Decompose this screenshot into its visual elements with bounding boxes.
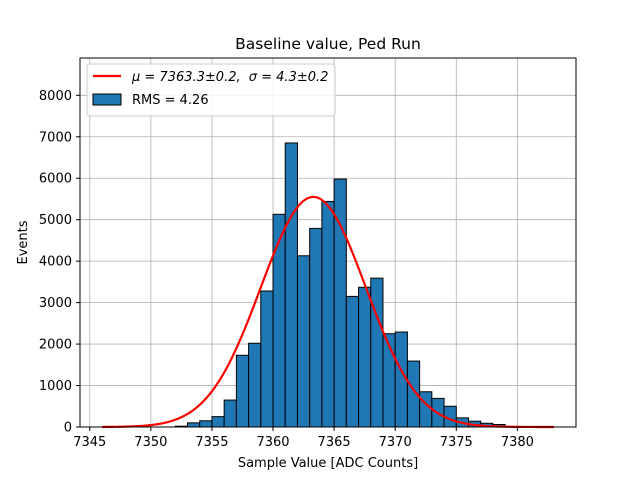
chart-title: Baseline value, Ped Run — [235, 35, 421, 53]
histogram-bar — [345, 295, 360, 428]
histogram-bar — [199, 420, 213, 428]
histogram-bar — [248, 342, 262, 428]
y-tick-label: 8000 — [39, 89, 72, 104]
legend-fit-sigma: σ = 4.3±0.2 — [249, 70, 329, 85]
x-tick-label: 7375 — [440, 435, 473, 450]
histogram-bar — [358, 286, 372, 428]
x-tick-label: 7365 — [318, 435, 351, 450]
histogram-bar — [321, 200, 335, 428]
x-tick-label: 7370 — [379, 435, 412, 450]
legend-box — [86, 63, 336, 117]
y-tick-label: 2000 — [39, 338, 72, 353]
y-axis-label: Events — [16, 220, 31, 264]
histogram-bar — [309, 227, 323, 428]
plot-frame — [79, 57, 577, 428]
legend-fit-mu: μ = 7363.3±0.2, — [131, 70, 241, 85]
histogram-bar — [284, 142, 298, 428]
x-tick-label: 7345 — [73, 435, 106, 450]
x-tick-label: 7355 — [195, 435, 228, 450]
x-tick-label: 7350 — [134, 435, 167, 450]
x-tick-label: 7360 — [256, 435, 289, 450]
y-tick-label: 7000 — [39, 130, 72, 145]
x-axis-label: Sample Value [ADC Counts] — [238, 456, 418, 471]
histogram-bar — [187, 422, 201, 428]
y-tick-label: 0 — [64, 421, 72, 436]
legend: μ = 7363.3±0.2, σ = 4.3±0.2 RMS = 4.26 — [86, 63, 336, 117]
y-tick-label: 5000 — [39, 213, 72, 228]
x-tick-label: 7380 — [501, 435, 534, 450]
legend-fit-label: μ = 7363.3±0.2, σ = 4.3±0.2 — [131, 70, 328, 85]
histogram-bar — [419, 391, 433, 428]
histogram-bar — [211, 416, 225, 428]
histogram-bar — [272, 213, 286, 428]
histogram-bar — [260, 290, 274, 428]
y-tick-label: 3000 — [39, 296, 72, 311]
y-axis-ticks: 0 1000 2000 3000 4000 5000 6000 7000 8000 — [39, 89, 80, 436]
histogram-bar — [235, 354, 250, 428]
legend-histogram-swatch — [92, 93, 122, 106]
y-tick-label: 1000 — [39, 379, 72, 394]
histogram-bar — [370, 277, 384, 428]
legend-histogram-label: RMS = 4.26 — [132, 93, 209, 108]
x-axis-ticks: 7345 7350 7355 7360 7365 7370 7375 7380 — [73, 427, 534, 450]
gaussian-fit-curve — [101, 195, 555, 429]
y-tick-label: 4000 — [39, 255, 72, 270]
y-tick-label: 6000 — [39, 172, 72, 187]
histogram-bar — [223, 399, 237, 428]
histogram-bar — [296, 255, 311, 428]
